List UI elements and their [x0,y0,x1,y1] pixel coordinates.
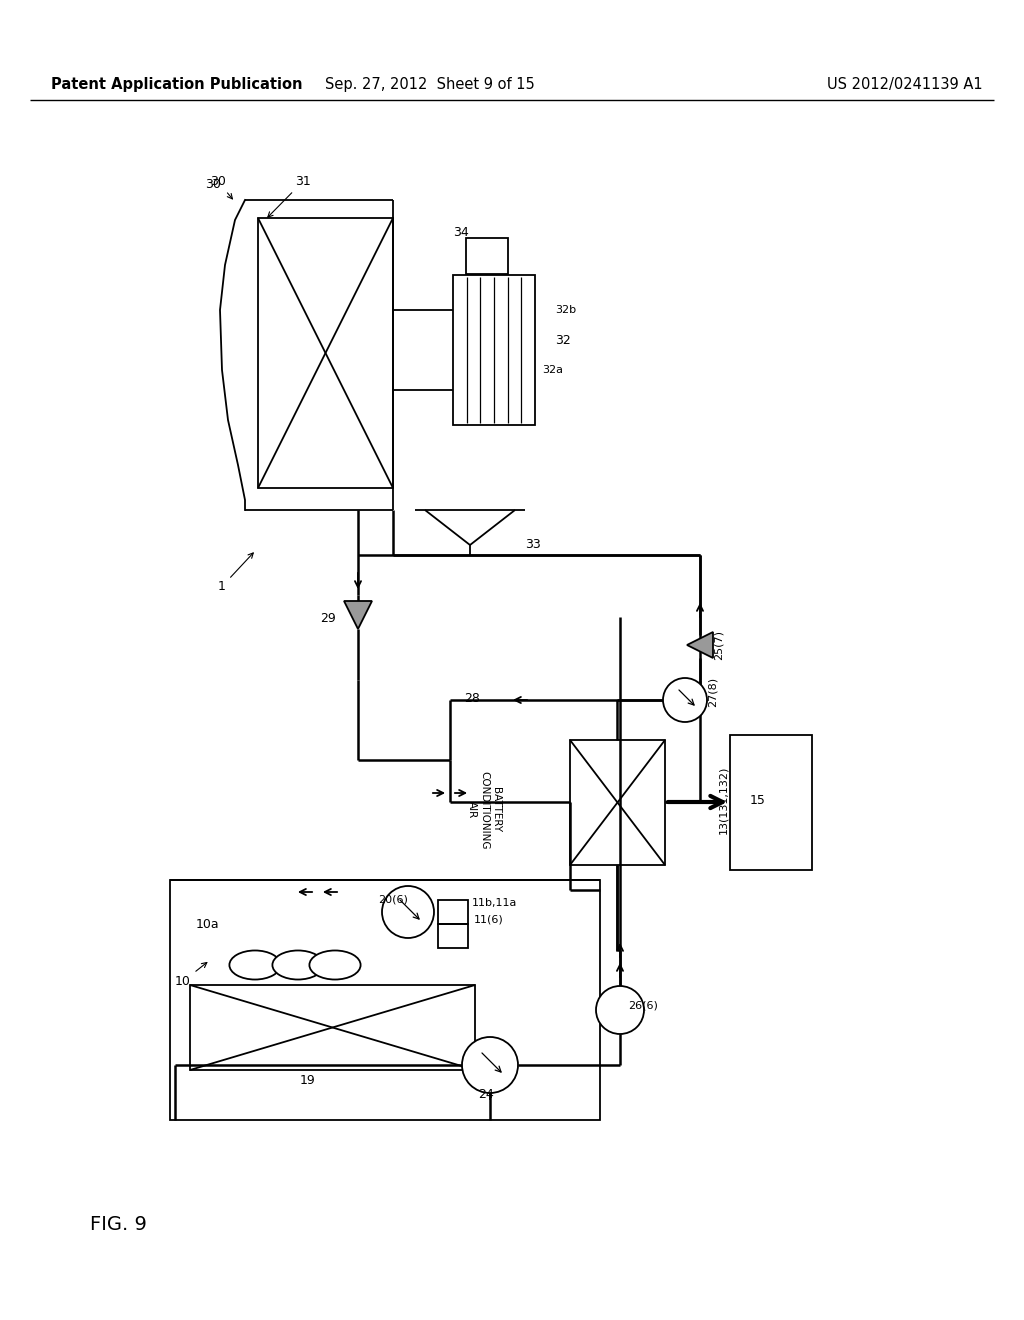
Ellipse shape [309,950,360,979]
Bar [438,900,468,924]
Bar [730,735,812,870]
Bar [190,985,475,1071]
Text: 11(6): 11(6) [474,915,504,925]
Text: 28: 28 [464,692,480,705]
Text: FIG. 9: FIG. 9 [90,1216,146,1234]
Text: 1: 1 [218,553,253,593]
Text: 25(7): 25(7) [714,630,724,660]
Text: 19: 19 [300,1073,315,1086]
Text: 10a: 10a [196,917,219,931]
Bar [453,275,535,425]
Text: 32b: 32b [555,305,577,315]
Text: BATTERY
CONDITIONING
AIR: BATTERY CONDITIONING AIR [467,771,501,849]
Text: 32: 32 [555,334,570,346]
Bar [570,741,665,865]
Polygon shape [687,632,713,657]
Ellipse shape [382,886,434,939]
Text: Patent Application Publication: Patent Application Publication [51,78,303,92]
Text: 13(131,132): 13(131,132) [718,766,728,834]
Text: 15: 15 [750,793,766,807]
Ellipse shape [663,678,707,722]
Text: 34: 34 [453,226,469,239]
Text: 31: 31 [268,176,310,216]
Ellipse shape [229,950,281,979]
Text: 33: 33 [525,539,541,552]
Text: 26(6): 26(6) [628,1001,657,1010]
Text: US 2012/0241139 A1: US 2012/0241139 A1 [827,78,983,92]
Text: 11b,11a: 11b,11a [472,898,517,908]
Text: 20(6): 20(6) [378,895,408,906]
Text: 24: 24 [478,1089,494,1101]
Text: 32a: 32a [542,366,563,375]
Text: Sep. 27, 2012  Sheet 9 of 15: Sep. 27, 2012 Sheet 9 of 15 [326,78,535,92]
Ellipse shape [462,1038,518,1093]
Text: 27(8): 27(8) [708,677,718,708]
Bar [438,924,468,948]
Text: 30: 30 [210,176,232,199]
Bar [258,218,393,488]
Text: 10: 10 [175,962,207,987]
Text: 29: 29 [319,611,336,624]
Ellipse shape [596,986,644,1034]
Bar [170,880,600,1119]
Ellipse shape [272,950,324,979]
Text: 30: 30 [205,178,221,191]
Polygon shape [344,601,372,630]
Bar [466,238,508,275]
